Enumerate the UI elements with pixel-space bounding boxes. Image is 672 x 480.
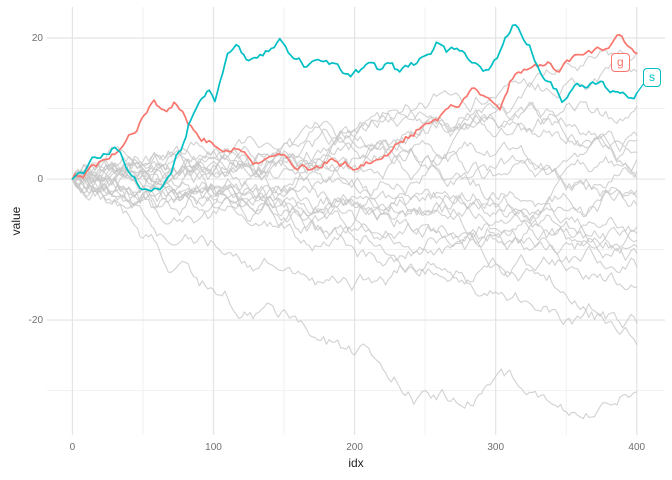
s-label-leader-line bbox=[636, 83, 645, 94]
series-line-g bbox=[71, 34, 638, 180]
series-label-g: g bbox=[611, 53, 630, 72]
walk-line-w14 bbox=[71, 172, 638, 245]
walk-line-w12 bbox=[71, 163, 638, 217]
walk-line-w03 bbox=[71, 100, 638, 184]
walk-line-w18 bbox=[71, 178, 638, 274]
gridlines-major bbox=[47, 7, 665, 435]
y-axis-title: value bbox=[9, 206, 23, 236]
walk-line-w16 bbox=[71, 178, 638, 259]
x-axis-title: idx bbox=[348, 456, 364, 470]
x-tick-label: 400 bbox=[628, 442, 646, 453]
x-tick-label: 300 bbox=[487, 442, 505, 453]
walk-line-w08 bbox=[71, 135, 638, 180]
series-label-s: s bbox=[643, 68, 661, 87]
walk-line-w07 bbox=[71, 139, 638, 198]
walk-line-w19 bbox=[71, 162, 638, 291]
x-tick-label: 0 bbox=[69, 442, 76, 453]
walk-line-w05 bbox=[71, 101, 638, 187]
gridlines-minor bbox=[47, 7, 665, 435]
y-tick-label: 20 bbox=[31, 33, 43, 45]
x-tick-label: 200 bbox=[346, 442, 363, 453]
walk-line-w20 bbox=[71, 172, 638, 329]
walk-line-w06 bbox=[71, 114, 638, 180]
walk-line-w22 bbox=[71, 175, 638, 420]
walk-line-w10 bbox=[71, 145, 638, 208]
walk-line-w21 bbox=[71, 174, 638, 346]
walk-line-w17 bbox=[71, 166, 638, 261]
y-tick-label: -20 bbox=[28, 315, 43, 327]
y-tick-label: 0 bbox=[37, 174, 43, 186]
series-lines bbox=[71, 24, 645, 420]
walk-line-w09 bbox=[71, 150, 638, 225]
series-line-s bbox=[71, 24, 638, 192]
walk-line-w13 bbox=[71, 175, 638, 249]
x-tick-label: 100 bbox=[205, 442, 222, 453]
